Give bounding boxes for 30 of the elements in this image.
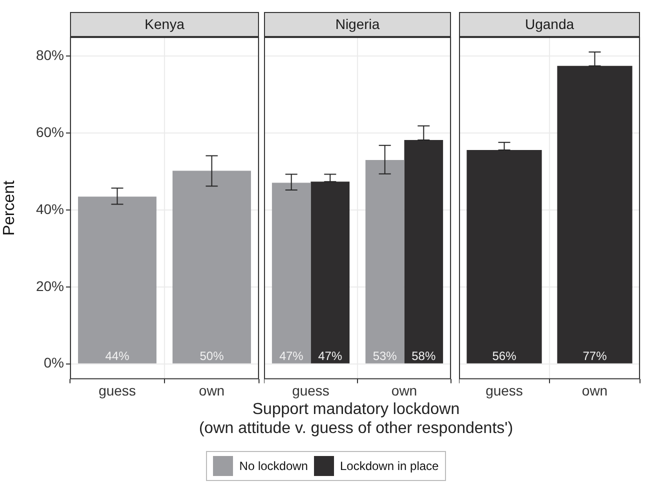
bar	[310, 182, 350, 364]
data-label: 47%	[279, 349, 304, 364]
y-tick-label: 60%	[36, 124, 64, 140]
chart-title: Uganda	[524, 16, 574, 32]
data-label: 56%	[492, 349, 517, 364]
x-tick-label: own	[582, 382, 608, 398]
x-tick-label: guess	[486, 382, 523, 398]
data-label: 77%	[582, 349, 608, 364]
data-label: 58%	[412, 349, 436, 364]
x-tick-label: own	[198, 382, 225, 398]
data-label: 47%	[318, 349, 342, 364]
x-tick-label: guess	[98, 382, 136, 398]
x-tick-label: guess	[292, 382, 330, 398]
y-tick-label: 20%	[36, 278, 64, 294]
y-axis-title: Percent	[1, 180, 18, 236]
legend-label: No lockdown	[238, 458, 308, 475]
y-tick-label: 0%	[44, 354, 64, 371]
x-axis-title: Support mandatory lockdown (own attitude v. guess of other respondents')	[198, 400, 514, 438]
y-tick-label: 80%	[36, 47, 64, 64]
bar	[365, 160, 404, 364]
bar	[404, 140, 444, 364]
data-label: 50%	[200, 349, 224, 364]
y-tick-label: 40%	[36, 200, 64, 217]
bar	[272, 182, 311, 364]
chart-title: Nigeria	[335, 16, 380, 32]
data-label: 53%	[372, 349, 398, 364]
data-label: 44%	[105, 349, 130, 364]
x-tick-label: own	[391, 382, 418, 398]
chart-title: Kenya	[144, 16, 185, 32]
legend-label: Lockdown in place	[338, 458, 439, 475]
